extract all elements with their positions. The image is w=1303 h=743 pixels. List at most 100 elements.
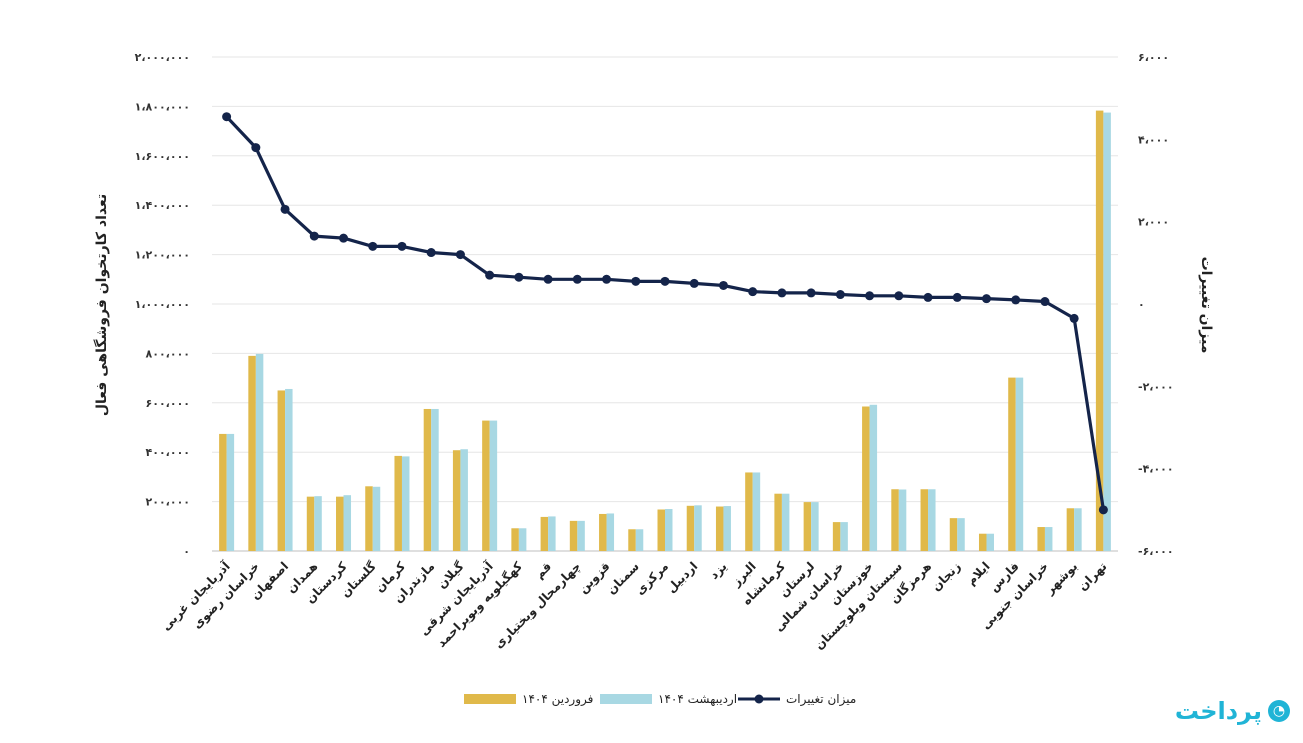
bar-ordibehesht <box>1074 508 1082 551</box>
y-left-tick-label: ۸۰۰،۰۰۰ <box>146 347 190 360</box>
bar-farvardin <box>394 455 402 551</box>
bar-farvardin <box>891 489 899 551</box>
y-right-tick-label: ۴،۰۰۰ <box>1138 133 1169 146</box>
brand-logo: ◔ پرداخت <box>1150 694 1290 728</box>
bar-farvardin <box>306 496 315 551</box>
y-right-axis-title: میزان تغییرات <box>1198 257 1214 354</box>
y-left-tick-label: ۱،۰۰۰،۰۰۰ <box>135 298 190 311</box>
bar-ordibehesht <box>314 496 322 551</box>
bar-ordibehesht <box>343 495 352 551</box>
bar-ordibehesht <box>752 472 761 551</box>
bar-ordibehesht <box>431 408 439 551</box>
bar-farvardin <box>599 513 607 551</box>
change-point <box>485 270 495 280</box>
change-point <box>602 274 612 284</box>
change-point <box>339 233 349 243</box>
bar-ordibehesht <box>928 489 936 551</box>
change-point <box>835 290 845 300</box>
y-left-tick-label: ۰ <box>183 545 190 558</box>
change-point <box>777 288 787 298</box>
bar-farvardin <box>920 489 929 551</box>
bar-farvardin <box>745 472 753 551</box>
bar-ordibehesht <box>723 506 731 551</box>
logo-icon: ◔ <box>1268 700 1290 722</box>
change-point <box>865 291 875 301</box>
change-point <box>660 276 670 286</box>
change-point <box>894 291 904 301</box>
bar-farvardin <box>715 506 724 551</box>
y-left-tick-label: ۶۰۰،۰۰۰ <box>146 397 190 410</box>
change-point <box>572 274 582 284</box>
y-right-tick-label: -۲،۰۰۰ <box>1138 380 1174 393</box>
bar-farvardin <box>628 529 636 551</box>
change-point <box>543 274 553 284</box>
bar-ordibehesht <box>548 516 556 551</box>
bar-ordibehesht <box>372 486 381 551</box>
bar-ordibehesht <box>1015 377 1024 551</box>
change-point <box>514 272 524 282</box>
change-point <box>368 241 378 251</box>
y-right-tick-label: ۲،۰۰۰ <box>1138 216 1169 229</box>
y-right-tick-label: -۴،۰۰۰ <box>1138 463 1174 476</box>
change-point <box>718 280 728 290</box>
bar-ordibehesht <box>460 449 468 551</box>
change-point <box>981 294 991 304</box>
change-point <box>280 204 290 214</box>
legend-bar-swatch <box>464 694 516 704</box>
bar-ordibehesht <box>577 520 585 551</box>
bar-farvardin <box>803 502 812 551</box>
change-point <box>952 292 962 302</box>
change-series-line <box>225 115 1105 511</box>
y-left-tick-label: ۱،۲۰۰،۰۰۰ <box>135 249 190 262</box>
bar-farvardin <box>832 522 841 551</box>
y-right-tick-label: ۰ <box>1138 298 1145 311</box>
y-right-tick-label: -۶،۰۰۰ <box>1138 545 1174 558</box>
change-point <box>1011 295 1021 305</box>
legend-label: فروردین ۱۴۰۴ <box>522 692 593 707</box>
bar-ordibehesht <box>635 529 644 551</box>
y-left-tick-label: ۲۰۰،۰۰۰ <box>146 496 190 509</box>
change-point <box>455 250 465 260</box>
bar-farvardin <box>219 433 227 551</box>
bar-farvardin <box>511 528 519 551</box>
y-left-tick-label: ۱،۴۰۰،۰۰۰ <box>135 199 190 212</box>
bar-farvardin <box>657 509 665 551</box>
bar-farvardin <box>540 516 549 551</box>
legend-bar-swatch <box>600 694 652 704</box>
legend-label: میزان تغییرات <box>786 692 856 707</box>
change-point <box>689 278 699 288</box>
y-left-axis-title: تعداد کارتخوان فروشگاهی فعال <box>93 194 110 416</box>
x-tick-label: قم <box>532 559 554 581</box>
y-right-tick-label: ۶،۰۰۰ <box>1138 51 1169 64</box>
y-left-tick-label: ۴۰۰،۰۰۰ <box>146 446 190 459</box>
bar-ordibehesht <box>285 388 293 551</box>
change-point <box>426 248 436 258</box>
x-tick-label: اردبیل <box>664 559 700 595</box>
bar-ordibehesht <box>665 509 673 551</box>
change-point <box>397 241 407 251</box>
bar-farvardin <box>774 493 782 551</box>
bar-ordibehesht <box>489 420 498 551</box>
change-point <box>222 112 232 122</box>
bar-ordibehesht <box>1103 112 1111 551</box>
bar-ordibehesht <box>606 513 615 551</box>
legend-line-marker <box>754 694 764 704</box>
bar-farvardin <box>365 486 373 551</box>
bar-farvardin <box>1008 377 1016 551</box>
bar-ordibehesht <box>781 493 790 551</box>
change-point <box>1040 297 1050 307</box>
x-tick-label: تهران <box>1075 559 1109 593</box>
change-point <box>631 276 641 286</box>
bar-ordibehesht <box>226 433 235 551</box>
y-left-tick-label: ۱،۶۰۰،۰۰۰ <box>135 150 190 163</box>
y-left-tick-label: ۱،۸۰۰،۰۰۰ <box>135 100 190 113</box>
bar-farvardin <box>336 496 344 551</box>
bar-ordibehesht <box>1044 527 1053 551</box>
change-point <box>251 143 261 153</box>
bar-ordibehesht <box>811 502 819 551</box>
x-tick-label: یزد <box>707 559 730 582</box>
bar-ordibehesht <box>401 456 410 551</box>
change-point <box>806 288 816 298</box>
change-point <box>748 287 758 297</box>
